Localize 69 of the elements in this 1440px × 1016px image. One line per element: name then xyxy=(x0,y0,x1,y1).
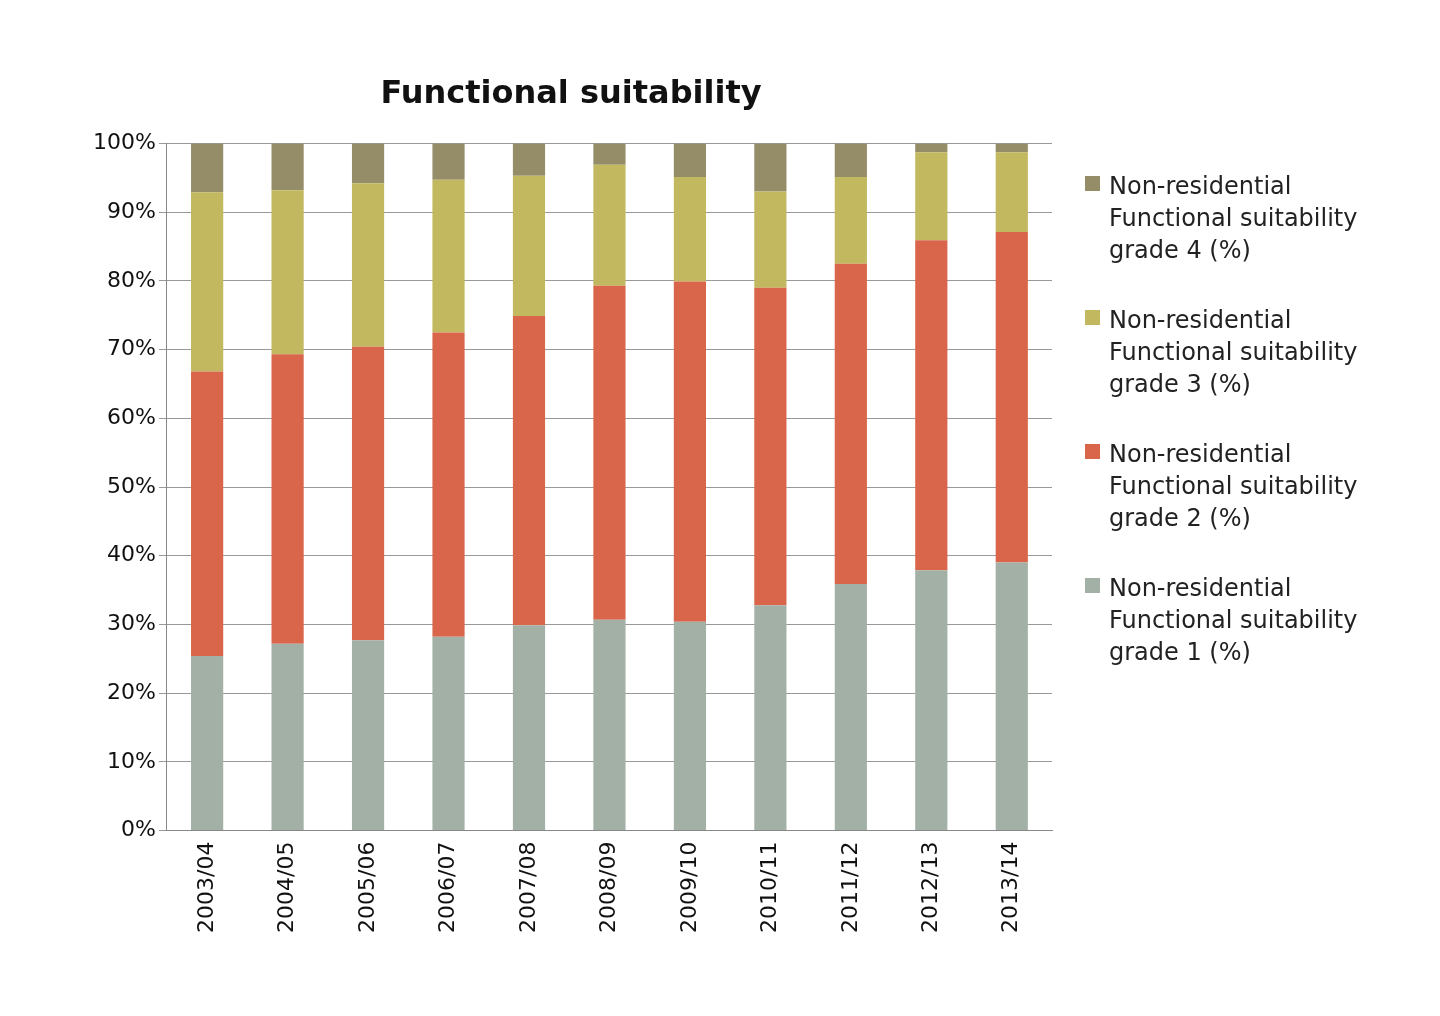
bar xyxy=(754,287,787,606)
y-tick-label: 30% xyxy=(106,610,156,636)
bar xyxy=(593,619,626,831)
bar xyxy=(351,640,385,831)
x-tick-label: 2010/11 xyxy=(756,841,782,934)
x-tick-label: 2011/12 xyxy=(836,841,862,934)
bar xyxy=(593,143,626,165)
x-tick-label: 2005/06 xyxy=(353,841,379,934)
y-tick-label: 90% xyxy=(106,197,156,223)
y-tick-label: 70% xyxy=(106,335,156,361)
bar xyxy=(995,152,1028,233)
x-tick-label: 2009/10 xyxy=(675,841,701,934)
bar xyxy=(191,192,224,372)
bar xyxy=(271,643,304,831)
bar xyxy=(995,562,1028,831)
legend-label: Non-residential Functional suitability grade 3 (%) xyxy=(1109,305,1359,400)
bar xyxy=(512,315,546,626)
bar xyxy=(432,636,465,831)
y-tick-label: 60% xyxy=(106,404,156,429)
chart-title: Functional suitability xyxy=(380,72,762,111)
bar xyxy=(834,583,867,831)
y-tick-label: 80% xyxy=(106,266,156,292)
y-tick-label: 0% xyxy=(120,816,156,842)
legend-label: Non-residential Functional suitability grade 1 (%) xyxy=(1109,573,1359,668)
bar xyxy=(271,354,304,644)
bar xyxy=(995,232,1028,563)
legend-label: Non-residential Functional suitability grade 4 (%) xyxy=(1109,171,1359,266)
x-tick-label: 2007/08 xyxy=(514,841,540,934)
bar xyxy=(191,656,224,831)
x-tick-label: 2013/14 xyxy=(997,841,1023,934)
x-tick-label: 2006/07 xyxy=(434,841,460,934)
bar xyxy=(673,621,707,831)
bar xyxy=(834,263,867,584)
legend-label: Non-residential Functional suitability grade 2 (%) xyxy=(1109,439,1359,534)
bar xyxy=(834,143,867,178)
y-tick-label: 50% xyxy=(106,472,156,498)
bar xyxy=(432,332,465,637)
bar xyxy=(351,183,385,347)
y-tick-label: 20% xyxy=(106,678,156,704)
bar xyxy=(834,177,867,264)
bar xyxy=(673,143,707,178)
y-tick-label: 10% xyxy=(106,747,156,773)
bar xyxy=(351,143,385,184)
bar xyxy=(512,625,546,831)
bar xyxy=(915,152,948,241)
y-tick-label: 100% xyxy=(92,129,156,155)
bar xyxy=(915,570,948,831)
bar xyxy=(593,164,626,286)
bar xyxy=(191,143,224,193)
bar xyxy=(432,179,465,333)
bar xyxy=(512,175,546,316)
bar xyxy=(915,240,948,571)
bar xyxy=(754,191,787,288)
bar xyxy=(673,281,707,622)
bar xyxy=(754,143,787,192)
bar xyxy=(351,346,385,641)
bar xyxy=(432,143,465,180)
x-tick-label: 2008/09 xyxy=(595,841,621,934)
bar xyxy=(512,143,546,176)
bar xyxy=(191,371,224,657)
bar xyxy=(673,177,707,282)
bar xyxy=(271,143,304,191)
bar xyxy=(593,285,626,620)
bar xyxy=(271,190,304,355)
y-tick-label: 40% xyxy=(106,541,156,567)
bar xyxy=(754,605,787,831)
x-tick-label: 2004/05 xyxy=(273,841,299,934)
x-tick-label: 2003/04 xyxy=(192,841,218,934)
x-tick-label: 2012/13 xyxy=(917,841,943,934)
